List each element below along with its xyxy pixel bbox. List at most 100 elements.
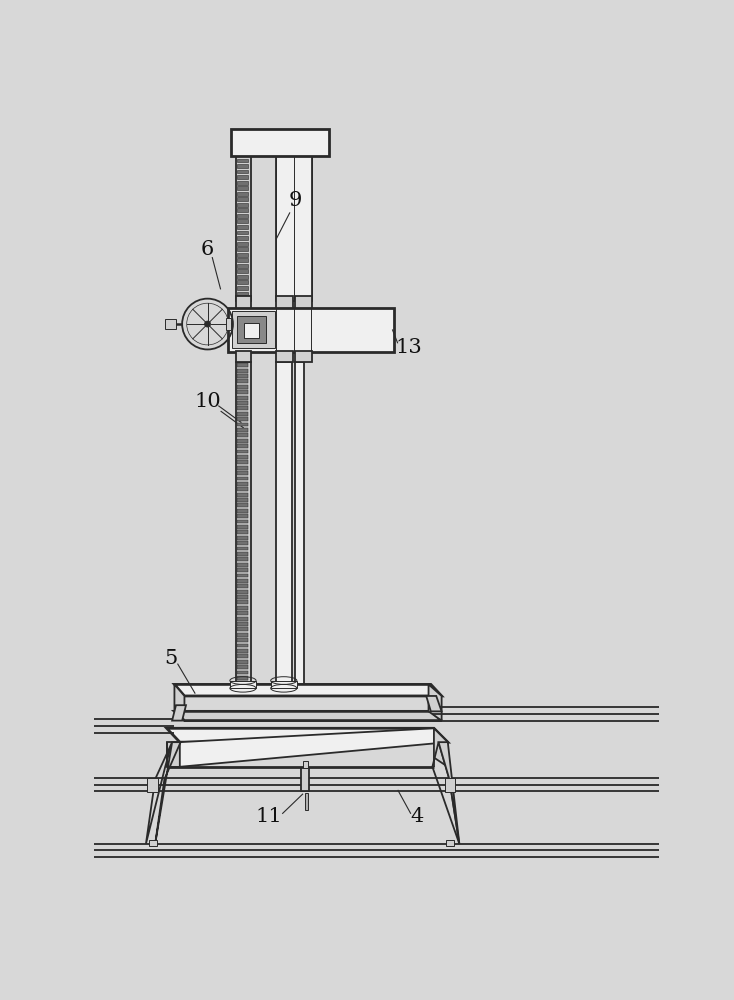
Bar	[237, 557, 247, 561]
Bar	[305, 793, 308, 810]
Bar	[237, 584, 247, 588]
Bar	[237, 275, 247, 279]
Bar	[237, 433, 247, 437]
Bar	[237, 676, 247, 680]
Bar	[149, 840, 157, 846]
Bar	[237, 181, 247, 185]
Bar	[230, 681, 256, 688]
Bar	[237, 316, 266, 343]
Bar	[237, 417, 247, 421]
Polygon shape	[172, 705, 186, 721]
Bar	[276, 351, 293, 362]
Bar	[237, 412, 247, 416]
Polygon shape	[429, 684, 442, 721]
Polygon shape	[175, 684, 442, 696]
Bar	[237, 568, 247, 572]
Bar	[276, 296, 293, 308]
Bar	[237, 164, 247, 168]
Bar	[445, 778, 456, 792]
Bar	[237, 264, 247, 268]
Bar	[230, 129, 330, 156]
Bar	[237, 471, 247, 475]
Bar	[237, 579, 247, 583]
Bar	[237, 363, 247, 367]
Bar	[237, 509, 247, 513]
Bar	[237, 253, 247, 257]
Bar	[237, 297, 247, 301]
Bar	[237, 170, 247, 173]
Polygon shape	[180, 728, 448, 767]
Bar	[237, 242, 247, 246]
Bar	[237, 236, 247, 240]
Bar	[237, 192, 247, 196]
Polygon shape	[167, 742, 180, 767]
Bar	[237, 627, 247, 631]
Bar	[237, 203, 247, 207]
Bar	[237, 638, 247, 642]
Bar	[237, 617, 247, 620]
Bar	[271, 681, 297, 688]
Bar	[237, 208, 247, 212]
Bar	[237, 225, 247, 229]
Bar	[237, 660, 247, 664]
Bar	[237, 439, 247, 443]
Bar	[237, 466, 247, 470]
Bar	[237, 530, 247, 534]
Bar	[237, 369, 247, 373]
Bar	[237, 158, 247, 162]
Polygon shape	[155, 742, 181, 844]
Bar	[237, 498, 247, 502]
Bar	[237, 460, 247, 464]
Bar	[302, 768, 309, 791]
Bar	[237, 374, 247, 378]
Bar	[237, 487, 247, 491]
Bar	[237, 590, 247, 594]
Bar	[237, 423, 247, 426]
Bar	[237, 450, 247, 453]
Bar	[237, 514, 247, 518]
Bar	[237, 280, 247, 284]
Bar	[237, 186, 247, 190]
Bar	[226, 318, 231, 330]
Bar	[237, 219, 247, 223]
Bar	[294, 351, 312, 362]
Bar	[237, 520, 247, 523]
Text: 10: 10	[195, 392, 221, 411]
Bar	[276, 362, 292, 686]
Bar	[237, 379, 247, 383]
Bar	[237, 563, 247, 567]
Bar	[237, 258, 247, 262]
Bar	[237, 197, 247, 201]
Text: 9: 9	[288, 191, 302, 210]
Bar	[237, 536, 247, 540]
Bar	[237, 503, 247, 507]
Text: 4: 4	[410, 807, 424, 826]
Bar	[237, 477, 247, 480]
Bar	[237, 541, 247, 545]
Circle shape	[205, 321, 211, 327]
Bar	[165, 319, 176, 329]
Bar	[148, 778, 159, 792]
Polygon shape	[438, 742, 459, 844]
Bar	[237, 396, 247, 400]
Bar	[237, 401, 247, 405]
Bar	[237, 665, 247, 669]
Bar	[236, 362, 251, 686]
Text: 6: 6	[201, 240, 214, 259]
Bar	[237, 482, 247, 486]
Bar	[237, 574, 247, 577]
Bar	[237, 606, 247, 610]
Bar	[237, 493, 247, 497]
Bar	[237, 455, 247, 459]
Bar	[237, 175, 247, 179]
Bar	[237, 611, 247, 615]
Text: 13: 13	[396, 338, 423, 357]
Bar	[237, 247, 247, 251]
Bar	[237, 654, 247, 658]
Bar	[236, 351, 251, 362]
Bar	[237, 428, 247, 432]
Bar	[237, 681, 247, 685]
Text: 5: 5	[164, 650, 177, 668]
Bar	[237, 595, 247, 599]
Polygon shape	[167, 728, 448, 742]
